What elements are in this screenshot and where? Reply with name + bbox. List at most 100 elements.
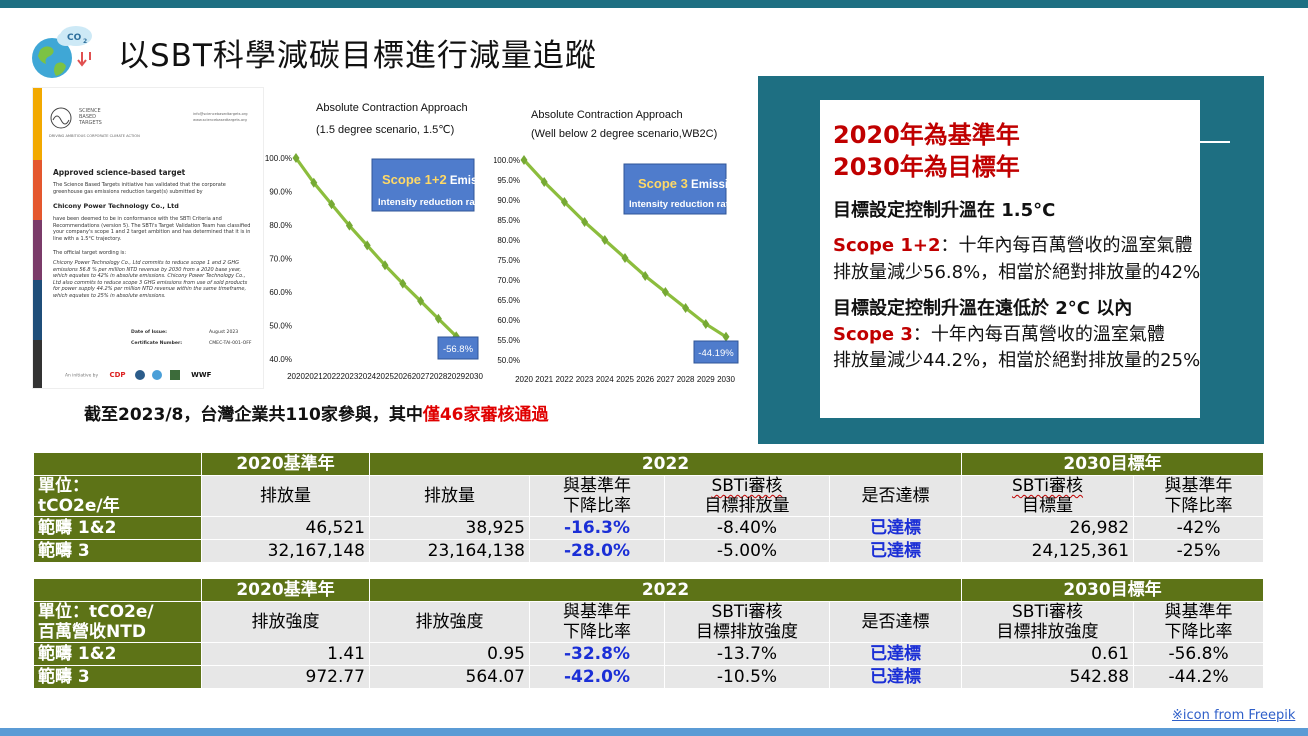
col-line: 下降比率	[563, 622, 631, 642]
brand-line: BASED	[79, 114, 97, 120]
x-tick-label: 2025	[376, 372, 394, 381]
header-2022: 2022	[368, 578, 963, 602]
x-tick-label: 2021	[535, 375, 553, 384]
note-text: 截至2023/8，台灣企業共110家參與，其中	[84, 405, 423, 425]
certificate-color-stripe	[33, 88, 42, 388]
sbti-contact-web: www.sciencebasedtargets.org	[193, 118, 247, 122]
sbti-tagline: DRIVING AMBITIOUS CORPORATE CLIMATE ACTI…	[49, 134, 140, 138]
target-summary-card	[820, 100, 1200, 418]
date-value: August 2023	[209, 330, 239, 335]
header-blank	[33, 452, 202, 476]
data-point	[641, 271, 649, 281]
freepik-credit-link[interactable]: ※icon from Freepik	[1172, 708, 1296, 723]
y-tick-label: 60.0%	[497, 316, 520, 325]
x-tick-label: 2028	[430, 372, 448, 381]
y-tick-label: 90.0%	[497, 196, 520, 205]
header-2030: 2030目標年	[961, 578, 1265, 602]
participation-note: 截至2023/8，台灣企業共110家參與，其中僅46家審核通過	[84, 400, 549, 425]
data-point	[581, 217, 589, 227]
col-intensity-2020: 排放強度	[201, 601, 370, 643]
sbti-text: SBTi審核	[1011, 476, 1084, 497]
data-point	[417, 296, 425, 307]
plot-area	[520, 155, 730, 342]
stripe-segment	[33, 160, 42, 220]
unit-label: 單位： tCO2e/年	[33, 475, 202, 517]
wri-icon	[169, 370, 180, 380]
cell-value: 38,925	[369, 516, 530, 540]
col-line: 下降比率	[1164, 622, 1233, 642]
cell-value: 972.77	[201, 665, 370, 689]
scope3-line1: Scope 3：十年內每百萬營收的溫室氣體	[833, 320, 1165, 346]
table-subheader-row: 單位： tCO2e/年 排放量 排放量 與基準年 下降比率 SBTi審核 目標排放量 …	[33, 475, 1265, 517]
x-tick-label: 2023	[576, 375, 594, 384]
end-value-box: -56.8%	[437, 336, 479, 360]
cell-value: 24,125,361	[961, 539, 1135, 563]
top-accent-bar	[0, 0, 1308, 8]
data-point	[345, 220, 353, 231]
cell-reduction: -42.0%	[529, 665, 665, 689]
cell-reduction-2030: -42%	[1133, 516, 1265, 540]
cell-value: 23,164,138	[369, 539, 530, 563]
row-label: 範疇 1&2	[33, 642, 202, 666]
cell-reduction: -32.8%	[529, 642, 665, 666]
y-tick-label: 40.0%	[269, 355, 292, 364]
cell-sbti-target: -13.7%	[664, 642, 830, 666]
callout-emission: Emission	[447, 175, 494, 187]
chart-title: Absolute Contraction Approach	[531, 109, 683, 121]
y-tick-label: 50.0%	[497, 356, 520, 365]
table-header-row: 2020基準年 2022 2030目標年	[33, 452, 1265, 476]
data-point	[399, 278, 407, 289]
x-tick-label: 2020	[287, 372, 305, 381]
cell-reduction-2030: -25%	[1133, 539, 1265, 563]
col-line: 與基準年	[1164, 602, 1233, 623]
data-point	[601, 235, 609, 245]
data-point	[682, 303, 690, 313]
callout-emission: Emission	[688, 179, 742, 191]
cell-value: 32,167,148	[201, 539, 370, 563]
callout-scope: Scope 3	[638, 176, 688, 191]
stripe-segment	[33, 280, 42, 340]
page-title: 以SBT科學減碳目標進行減量追蹤	[118, 38, 597, 74]
target-wb2c: 目標設定控制升溫在遠低於 2°C 以內	[833, 298, 1133, 319]
y-tick-label: 80.0%	[497, 236, 520, 245]
un-global-compact-icon	[134, 370, 145, 380]
cell-achieved: 已達標	[828, 539, 963, 563]
col-achieved: 是否達標	[828, 601, 963, 643]
x-tick-label: 2026	[636, 375, 654, 384]
x-tick-label: 2023	[341, 372, 359, 381]
y-tick-label: 70.0%	[269, 255, 292, 264]
data-point	[434, 313, 442, 324]
sbti-certificate: SCIENCE BASED TARGETS DRIVING AMBITIOUS …	[33, 88, 263, 388]
col-line: 與基準年	[1164, 476, 1233, 497]
emissions-table: 2020基準年 2022 2030目標年 單位： tCO2e/年 排放量 排放量 …	[33, 452, 1265, 563]
certificate-intro: The Science Based Targets initiative has…	[53, 182, 226, 195]
row-label: 範疇 3	[33, 539, 202, 563]
y-tick-label: 65.0%	[497, 296, 520, 305]
header-2030: 2030目標年	[961, 452, 1265, 476]
data-point	[560, 197, 568, 207]
x-tick-label: 2022	[556, 375, 574, 384]
col-emission-2022: 排放量	[369, 475, 530, 517]
end-value-label: -44.19%	[698, 348, 734, 359]
end-value-box: -44.19%	[693, 340, 739, 364]
col-line: 與基準年	[563, 602, 631, 623]
x-tick-label: 2026	[394, 372, 412, 381]
table-row: 範疇 3 32,167,148 23,164,138 -28.0% -5.00%…	[33, 539, 1265, 563]
scope12-line2: 排放量減少56.8%，相當於絕對排放量的42%	[833, 262, 1201, 283]
we-mean-business-icon	[152, 370, 163, 380]
y-tick-label: 80.0%	[269, 221, 292, 230]
cell-achieved: 已達標	[828, 665, 963, 689]
header-2020: 2020基準年	[201, 578, 370, 602]
row-label: 範疇 3	[33, 665, 202, 689]
cell-reduction-2030: -44.2%	[1133, 665, 1265, 689]
col-reduction: 與基準年 下降比率	[529, 601, 665, 643]
x-tick-label: 2025	[616, 375, 634, 384]
cell-reduction: -16.3%	[529, 516, 665, 540]
scope12-label: Scope 1+2	[833, 235, 941, 256]
x-tick-label: 2021	[305, 372, 323, 381]
data-point	[328, 199, 336, 210]
col-line: 目標排放強度	[996, 622, 1099, 642]
data-point	[310, 177, 318, 188]
x-tick-label: 2027	[412, 372, 430, 381]
data-point	[540, 177, 548, 187]
